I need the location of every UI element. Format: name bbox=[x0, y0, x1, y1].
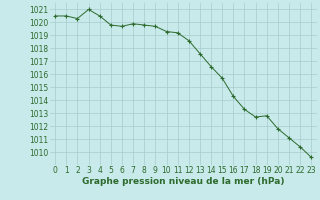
X-axis label: Graphe pression niveau de la mer (hPa): Graphe pression niveau de la mer (hPa) bbox=[82, 177, 284, 186]
